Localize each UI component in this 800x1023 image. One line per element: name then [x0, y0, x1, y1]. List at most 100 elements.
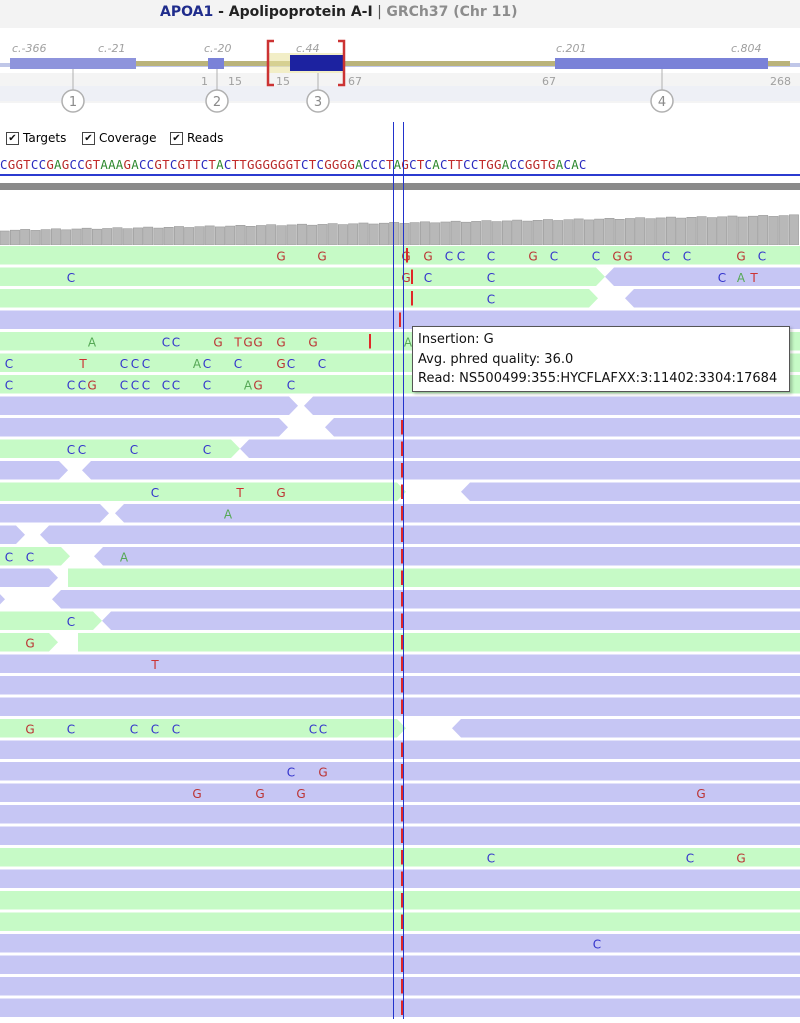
insertion-marker[interactable] — [401, 807, 403, 822]
reverse-read[interactable] — [40, 525, 800, 545]
insertion-marker[interactable] — [401, 527, 403, 543]
insertion-marker[interactable] — [401, 979, 403, 994]
insertion-marker[interactable] — [401, 893, 403, 908]
forward-read[interactable] — [0, 611, 102, 631]
insertion-marker[interactable] — [401, 936, 403, 951]
insertion-marker[interactable] — [401, 742, 403, 758]
insertion-marker[interactable] — [401, 914, 403, 930]
insertion-marker[interactable] — [401, 871, 403, 887]
insertion-marker[interactable] — [401, 441, 403, 457]
insertion-marker[interactable] — [401, 420, 403, 435]
reverse-read[interactable] — [115, 504, 800, 523]
forward-read[interactable] — [0, 848, 800, 867]
insertion-marker[interactable] — [411, 291, 413, 306]
reverse-read[interactable] — [82, 461, 800, 480]
insertion-marker[interactable] — [401, 506, 403, 521]
forward-read[interactable] — [0, 246, 392, 265]
reverse-read[interactable] — [461, 482, 800, 502]
reverse-read[interactable] — [304, 396, 800, 416]
reverse-read[interactable] — [625, 289, 800, 308]
reverse-read[interactable] — [0, 418, 288, 437]
reverse-read[interactable] — [0, 934, 800, 953]
reverse-read[interactable] — [0, 826, 800, 846]
forward-read[interactable] — [0, 439, 240, 459]
exon-3-block[interactable] — [290, 55, 343, 71]
insertion-marker[interactable] — [401, 764, 403, 779]
forward-read[interactable] — [0, 267, 605, 287]
coverage-checkbox[interactable]: ✔ Coverage — [82, 131, 157, 145]
forward-read[interactable] — [78, 633, 800, 652]
insertion-marker[interactable] — [401, 850, 403, 865]
reverse-read[interactable] — [0, 762, 800, 781]
insertion-marker[interactable] — [401, 828, 403, 844]
insertion-marker[interactable] — [369, 334, 371, 349]
insertion-marker[interactable] — [411, 269, 413, 285]
forward-read[interactable] — [0, 482, 406, 502]
reverse-read[interactable] — [452, 719, 800, 738]
insertion-marker[interactable] — [401, 570, 403, 586]
forward-read[interactable] — [0, 719, 406, 738]
transcript-overview[interactable]: c.-366 c.-21 c.-20 c.44 c.201 c.804 1 15… — [0, 28, 800, 126]
coverage-track[interactable] — [0, 190, 800, 246]
insertion-marker[interactable] — [401, 463, 403, 478]
reverse-read[interactable] — [605, 267, 800, 287]
reads-checkbox[interactable]: ✔ Reads — [170, 131, 223, 145]
exon-2-block[interactable] — [208, 58, 224, 69]
insertion-marker[interactable] — [401, 613, 403, 629]
forward-read[interactable] — [0, 891, 800, 910]
insertion-marker[interactable] — [401, 635, 403, 650]
reverse-read[interactable] — [0, 805, 800, 824]
view-window-right-bracket[interactable] — [338, 39, 346, 87]
exon-badge-4[interactable] — [650, 89, 674, 113]
insertion-marker[interactable] — [401, 699, 403, 715]
reverse-read[interactable] — [0, 396, 298, 416]
exon-1-block[interactable] — [10, 58, 136, 69]
forward-read[interactable] — [0, 289, 598, 308]
checkmark-icon[interactable]: ✔ — [82, 131, 95, 145]
reverse-read[interactable] — [240, 439, 800, 459]
reverse-read[interactable] — [0, 977, 800, 996]
forward-read[interactable] — [0, 547, 70, 566]
forward-read[interactable] — [0, 912, 800, 932]
reverse-read[interactable] — [0, 783, 800, 803]
insertion-marker[interactable] — [401, 785, 403, 801]
reverse-read[interactable] — [0, 504, 109, 523]
reverse-read[interactable] — [0, 998, 800, 1018]
reverse-read[interactable] — [0, 654, 800, 674]
insertion-marker[interactable] — [401, 592, 403, 607]
reverse-read[interactable] — [0, 461, 68, 480]
reverse-read[interactable] — [0, 697, 800, 717]
targets-checkbox[interactable]: ✔ Targets — [6, 131, 66, 145]
reverse-read[interactable] — [52, 590, 800, 609]
forward-read[interactable] — [68, 568, 800, 588]
insertion-marker[interactable] — [401, 656, 403, 672]
checkmark-icon[interactable]: ✔ — [170, 131, 183, 145]
reverse-read[interactable] — [0, 568, 58, 588]
insertion-marker[interactable] — [401, 484, 403, 500]
forward-read[interactable] — [0, 633, 58, 652]
insertion-marker[interactable] — [406, 248, 408, 263]
exon-badge-2[interactable] — [205, 89, 229, 113]
view-window-left-bracket[interactable] — [266, 39, 274, 87]
exon-4-block[interactable] — [555, 58, 768, 69]
forward-read[interactable] — [392, 246, 800, 265]
reverse-read[interactable] — [0, 525, 25, 545]
reverse-read[interactable] — [0, 869, 800, 889]
exon-badge-3[interactable] — [306, 89, 330, 113]
reverse-read[interactable] — [94, 547, 800, 566]
insertion-marker[interactable] — [401, 678, 403, 693]
insertion-marker[interactable] — [401, 1000, 403, 1016]
reverse-read[interactable] — [102, 611, 800, 631]
reverse-read[interactable] — [0, 740, 800, 760]
insertion-marker[interactable] — [401, 549, 403, 564]
reverse-read[interactable] — [0, 676, 800, 695]
exon-badge-1[interactable] — [61, 89, 85, 113]
reverse-read[interactable] — [0, 590, 5, 609]
insertion-marker[interactable] — [401, 957, 403, 973]
reverse-read[interactable] — [325, 418, 800, 437]
insertion-marker[interactable] — [399, 312, 401, 328]
checkmark-icon[interactable]: ✔ — [6, 131, 19, 145]
gene-name[interactable]: APOA1 — [160, 4, 214, 20]
reverse-read[interactable] — [0, 955, 800, 975]
